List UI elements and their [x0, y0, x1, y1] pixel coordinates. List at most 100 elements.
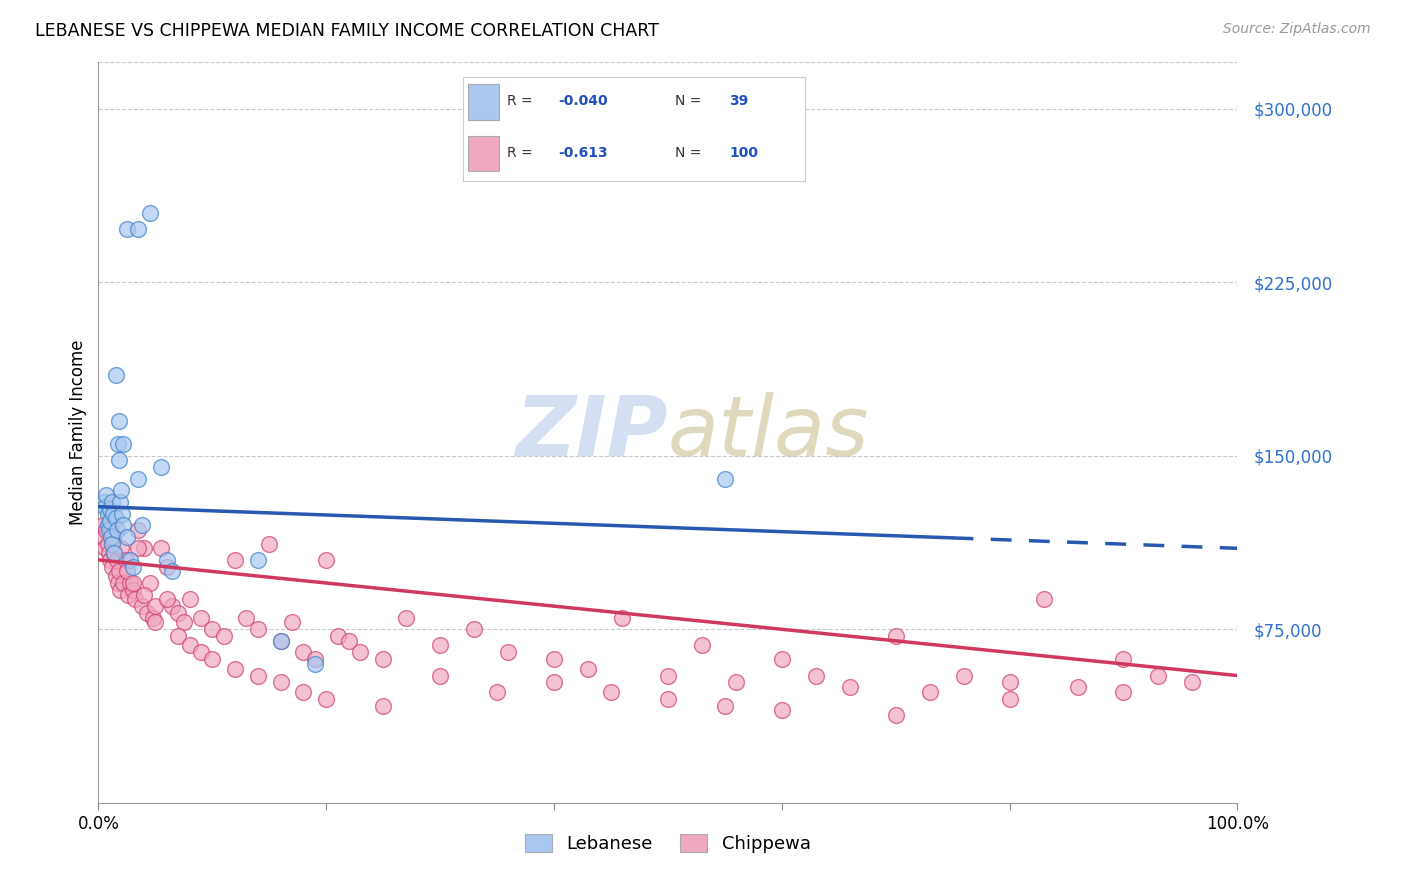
Point: [1112, 652, 1135, 666]
Point: [107, 576, 129, 591]
Point: [884, 707, 907, 722]
Point: [371, 698, 394, 713]
Point: [235, 610, 257, 624]
Point: [138, 576, 160, 591]
Point: [127, 541, 149, 556]
Point: [1146, 668, 1168, 682]
Text: LEBANESE VS CHIPPEWA MEDIAN FAMILY INCOME CORRELATION CHART: LEBANESE VS CHIPPEWA MEDIAN FAMILY INCOM…: [35, 22, 659, 40]
Point: [246, 553, 269, 567]
Point: [96, 518, 118, 533]
Point: [110, 483, 132, 498]
Point: [884, 629, 907, 643]
Point: [304, 652, 326, 666]
Text: ZIP: ZIP: [515, 392, 668, 473]
Point: [246, 622, 269, 636]
Point: [1032, 592, 1054, 607]
Point: [770, 703, 793, 717]
Point: [127, 222, 149, 236]
Point: [292, 645, 315, 659]
Legend: Lebanese, Chippewa: Lebanese, Chippewa: [517, 827, 818, 861]
Point: [1112, 685, 1135, 699]
Point: [105, 523, 128, 537]
Point: [429, 668, 451, 682]
Point: [110, 541, 132, 556]
Point: [101, 536, 124, 550]
Point: [108, 565, 131, 579]
Point: [326, 629, 349, 643]
Point: [304, 657, 326, 671]
Point: [145, 615, 167, 630]
Point: [657, 668, 679, 682]
Point: [104, 511, 127, 525]
Point: [270, 633, 292, 648]
Point: [112, 576, 135, 591]
Point: [120, 553, 142, 567]
Point: [121, 559, 143, 574]
Point: [839, 680, 862, 694]
Point: [725, 675, 748, 690]
Point: [124, 592, 146, 607]
Point: [156, 553, 179, 567]
Point: [121, 582, 143, 597]
Point: [953, 668, 976, 682]
Point: [96, 536, 118, 550]
Point: [173, 615, 195, 630]
Point: [114, 553, 136, 567]
Point: [167, 629, 190, 643]
Point: [770, 652, 793, 666]
Point: [96, 507, 118, 521]
Point: [132, 588, 155, 602]
Point: [600, 685, 623, 699]
Point: [108, 582, 131, 597]
Point: [94, 500, 117, 514]
Point: [543, 652, 565, 666]
Point: [150, 460, 173, 475]
Point: [96, 488, 118, 502]
Point: [612, 610, 634, 624]
Point: [108, 414, 131, 428]
Point: [162, 565, 184, 579]
Point: [127, 472, 149, 486]
Point: [201, 622, 224, 636]
Point: [103, 546, 125, 560]
Point: [93, 530, 115, 544]
Point: [91, 518, 114, 533]
Point: [104, 368, 127, 382]
Point: [212, 629, 235, 643]
Point: [270, 675, 292, 690]
Point: [543, 675, 565, 690]
Point: [115, 530, 138, 544]
Point: [101, 559, 124, 574]
Point: [576, 662, 599, 676]
Point: [292, 685, 315, 699]
Point: [337, 633, 360, 648]
Point: [690, 639, 713, 653]
Point: [100, 530, 122, 544]
Point: [167, 606, 190, 620]
Point: [98, 514, 121, 528]
Point: [150, 541, 173, 556]
Point: [136, 606, 159, 620]
Point: [107, 437, 129, 451]
Point: [463, 622, 485, 636]
Point: [190, 610, 212, 624]
Point: [115, 222, 138, 236]
Point: [103, 530, 125, 544]
Point: [103, 507, 125, 521]
Point: [349, 645, 371, 659]
Point: [156, 592, 179, 607]
Point: [93, 495, 115, 509]
Point: [121, 576, 143, 591]
Point: [100, 523, 122, 537]
Point: [94, 541, 117, 556]
Point: [259, 536, 281, 550]
Point: [103, 546, 125, 560]
Point: [142, 610, 165, 624]
Point: [97, 523, 120, 537]
Point: [104, 569, 127, 583]
Point: [98, 553, 121, 567]
Point: [127, 523, 149, 537]
Point: [97, 546, 120, 560]
Point: [131, 518, 153, 533]
Point: [132, 541, 155, 556]
